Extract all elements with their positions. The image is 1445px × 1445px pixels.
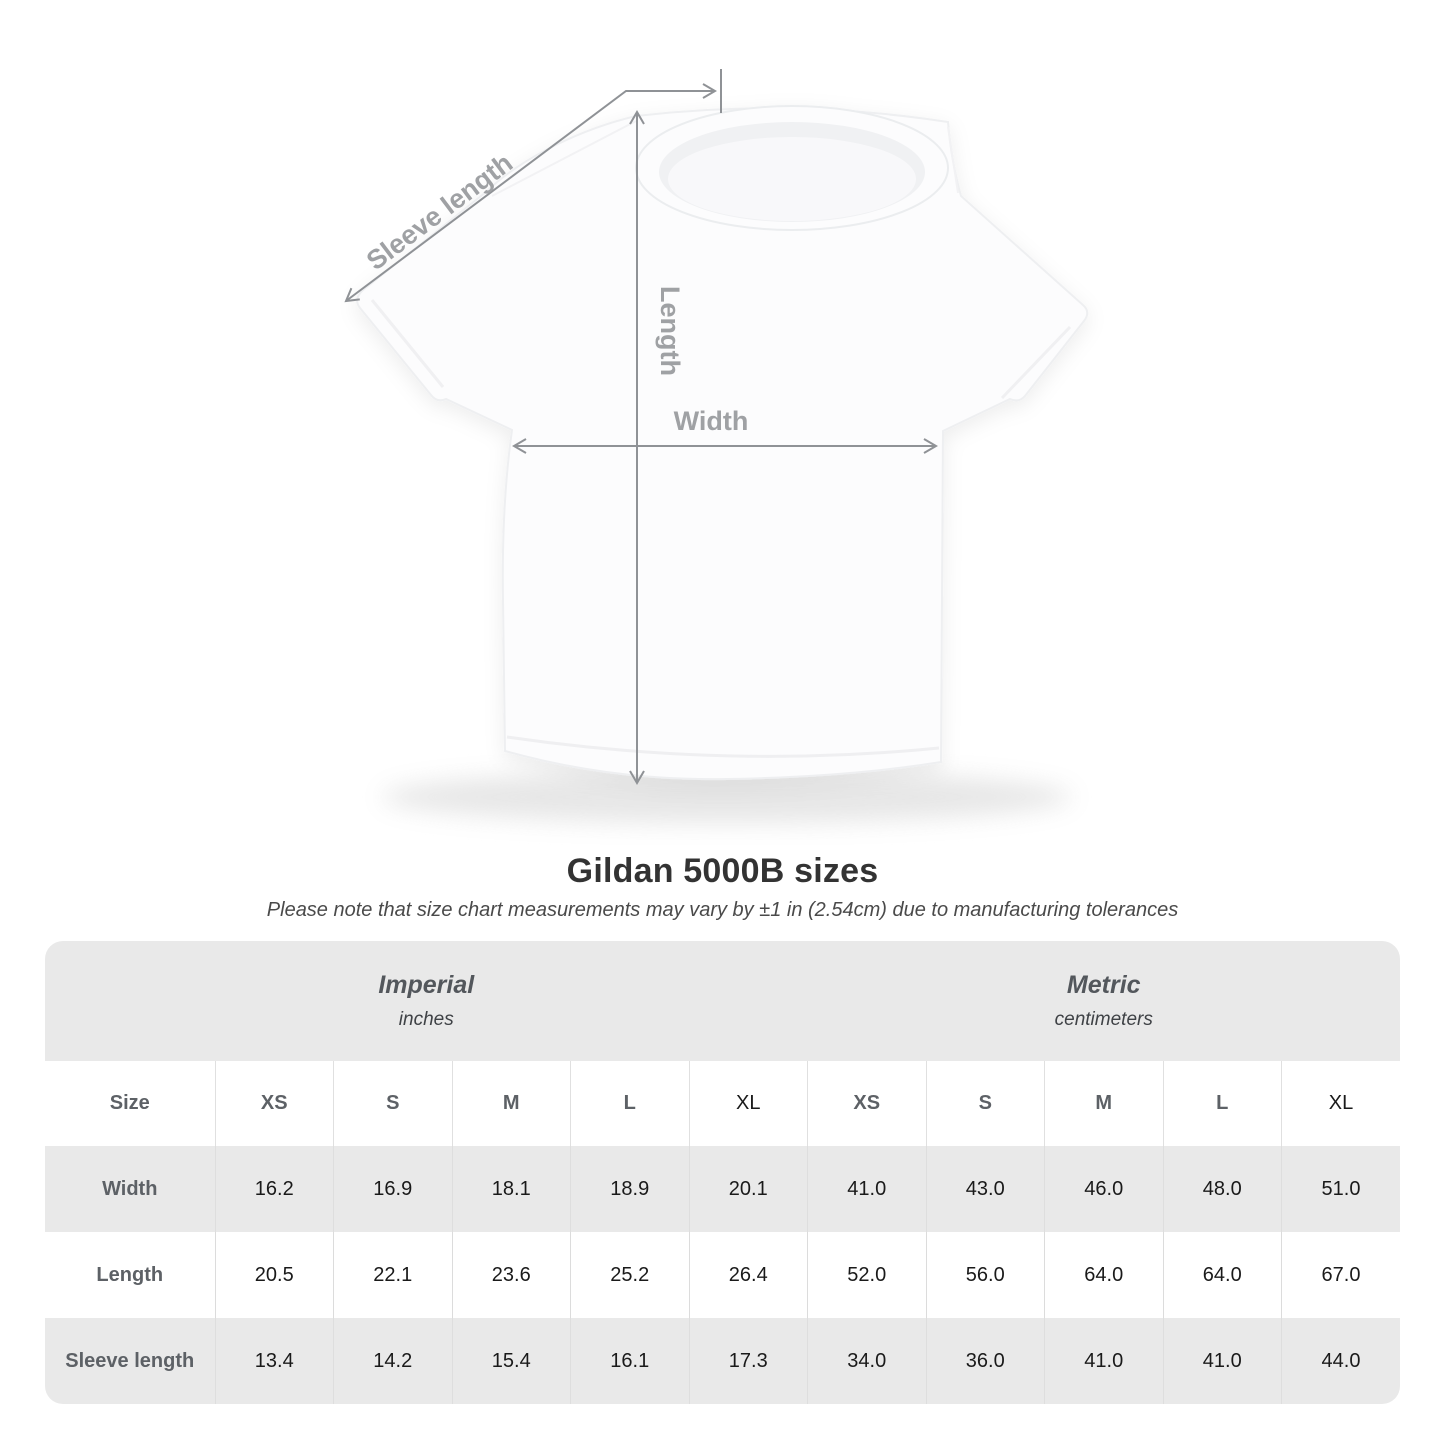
imperial-label: Imperial xyxy=(378,971,475,999)
length-imperial-xs: 20.5 xyxy=(215,1232,334,1318)
length-imperial-m: 23.6 xyxy=(452,1232,571,1318)
page-subtitle: Please note that size chart measurements… xyxy=(266,899,1179,921)
sleeve-imperial-xs: 13.4 xyxy=(215,1318,334,1404)
row-header-length: Length xyxy=(45,1232,216,1318)
sleeve-length-arrow xyxy=(344,83,717,303)
length-metric-xs: 52.0 xyxy=(807,1232,927,1318)
length-metric-l: 64.0 xyxy=(1163,1232,1282,1318)
tshirt-ground-shadow xyxy=(382,771,1072,823)
size-table: Imperial inches Metric centimeters Size … xyxy=(45,941,1400,1404)
width-imperial-l: 18.9 xyxy=(570,1146,690,1232)
unit-header-imperial: Imperial inches xyxy=(45,941,808,1061)
width-imperial-xs: 16.2 xyxy=(215,1146,334,1232)
width-metric-xs: 41.0 xyxy=(807,1146,927,1232)
length-imperial-l: 25.2 xyxy=(570,1232,690,1318)
row-header-sleeve-length: Sleeve length xyxy=(45,1318,216,1404)
column-header-imperial-l: L xyxy=(570,1061,690,1146)
row-header-width: Width xyxy=(45,1146,216,1232)
sleeve-imperial-m: 15.4 xyxy=(452,1318,571,1404)
unit-header-metric: Metric centimeters xyxy=(807,941,1400,1061)
sleeve-metric-s: 36.0 xyxy=(926,1318,1045,1404)
collar-inner xyxy=(668,137,916,221)
sleeve-metric-xl: 44.0 xyxy=(1281,1318,1400,1404)
table-row-sleeve-length: Sleeve length 13.4 14.2 15.4 16.1 17.3 3… xyxy=(45,1318,1400,1404)
table-row-width: Width 16.2 16.9 18.1 18.9 20.1 41.0 43.0… xyxy=(45,1146,1400,1232)
size-header-row: Size XS S M L XL XS S M L XL xyxy=(45,1061,1400,1146)
column-header-metric-xs: XS xyxy=(807,1061,927,1146)
size-table-grid: Imperial inches Metric centimeters Size … xyxy=(45,941,1400,1404)
unit-header-row: Imperial inches Metric centimeters xyxy=(45,941,1400,1061)
length-imperial-s: 22.1 xyxy=(333,1232,453,1318)
tshirt-image: Sleeve length Length Width xyxy=(344,69,1089,823)
metric-unit-label: centimeters xyxy=(1054,1009,1153,1030)
length-metric-s: 56.0 xyxy=(926,1232,1045,1318)
column-header-metric-m: M xyxy=(1044,1061,1164,1146)
width-metric-l: 48.0 xyxy=(1163,1146,1282,1232)
column-header-metric-xl: XL xyxy=(1281,1061,1400,1146)
metric-label: Metric xyxy=(1066,971,1141,999)
width-metric-m: 46.0 xyxy=(1044,1146,1164,1232)
table-row-length: Length 20.5 22.1 23.6 25.2 26.4 52.0 56.… xyxy=(45,1232,1400,1318)
column-header-imperial-s: S xyxy=(333,1061,453,1146)
sleeve-metric-l: 41.0 xyxy=(1163,1318,1282,1404)
width-metric-xl: 51.0 xyxy=(1281,1146,1400,1232)
column-header-imperial-xl: XL xyxy=(689,1061,808,1146)
width-imperial-xl: 20.1 xyxy=(689,1146,808,1232)
measurement-diagram: Sleeve length Length Width xyxy=(344,69,1089,823)
sleeve-imperial-xl: 17.3 xyxy=(689,1318,808,1404)
column-header-metric-l: L xyxy=(1163,1061,1282,1146)
imperial-unit-label: inches xyxy=(398,1009,454,1030)
width-label: Width xyxy=(674,406,749,436)
page-title: Gildan 5000B sizes xyxy=(566,852,879,890)
sleeve-metric-m: 41.0 xyxy=(1044,1318,1164,1404)
sleeve-imperial-l: 16.1 xyxy=(570,1318,690,1404)
sleeve-metric-xs: 34.0 xyxy=(807,1318,927,1404)
width-imperial-s: 16.9 xyxy=(333,1146,453,1232)
length-imperial-xl: 26.4 xyxy=(689,1232,808,1318)
column-header-imperial-xs: XS xyxy=(215,1061,334,1146)
length-metric-xl: 67.0 xyxy=(1281,1232,1400,1318)
width-imperial-m: 18.1 xyxy=(452,1146,571,1232)
sleeve-imperial-s: 14.2 xyxy=(333,1318,453,1404)
column-header-size: Size xyxy=(45,1061,216,1146)
column-header-metric-s: S xyxy=(926,1061,1045,1146)
width-metric-s: 43.0 xyxy=(926,1146,1045,1232)
length-metric-m: 64.0 xyxy=(1044,1232,1164,1318)
length-label: Length xyxy=(655,286,685,376)
column-header-imperial-m: M xyxy=(452,1061,571,1146)
